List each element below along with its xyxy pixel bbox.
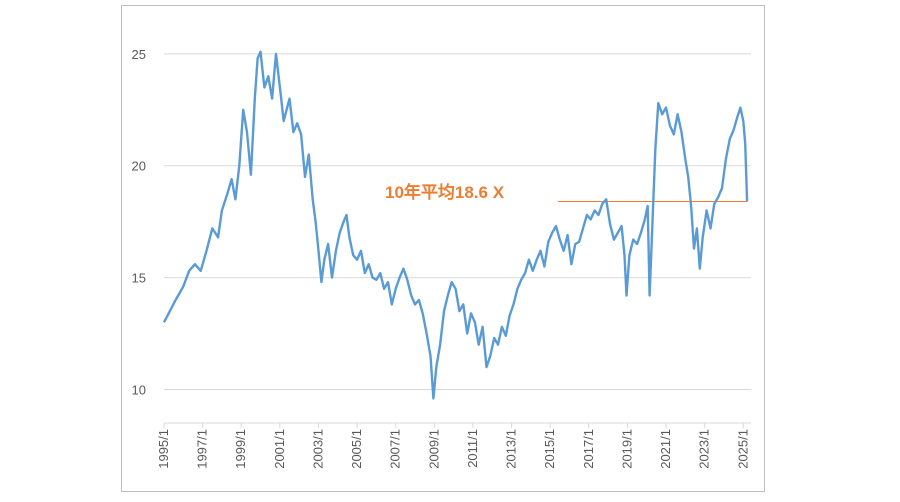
x-tick-label: 2009/1 [426,429,441,469]
x-tick-label: 2019/1 [619,429,634,469]
y-tick-label: 10 [132,382,146,397]
x-tick-label: 2003/1 [310,429,325,469]
axes [163,422,751,428]
y-tick-label: 25 [132,47,146,62]
series-layer [162,50,749,400]
x-tick-label: 1999/1 [233,429,248,469]
line-chart: 10 15 20 25 1995/1 1997/1 1999/1 2001/1 2003/1 20… [132,47,751,469]
x-tick-label: 2013/1 [504,429,519,469]
y-tick-label: 20 [132,159,146,174]
x-tick-label: 2025/1 [735,429,750,469]
grid-lines [164,53,751,390]
y-tick-label: 15 [132,271,146,286]
x-tick-label: 2001/1 [272,429,287,469]
chart-frame: 10 15 20 25 1995/1 1997/1 1999/1 2001/1 2003/1 20… [121,5,765,492]
tick-labels: 10 15 20 25 1995/1 1997/1 1999/1 2001/1 2003/1 20… [132,47,751,469]
x-tick-label: 1997/1 [195,429,210,469]
x-tick-label: 2023/1 [697,429,712,469]
x-tick-label: 2015/1 [542,429,557,469]
x-tick-label: 1995/1 [156,429,171,469]
x-tick-label: 2021/1 [658,429,673,469]
annotation-label: 10年平均18.6 X [385,182,505,202]
x-tick-label: 2007/1 [388,429,403,469]
x-tick-label: 2017/1 [581,429,596,469]
series-line [162,50,749,400]
x-tick-label: 2011/1 [465,429,480,468]
x-tick-label: 2005/1 [349,429,364,469]
